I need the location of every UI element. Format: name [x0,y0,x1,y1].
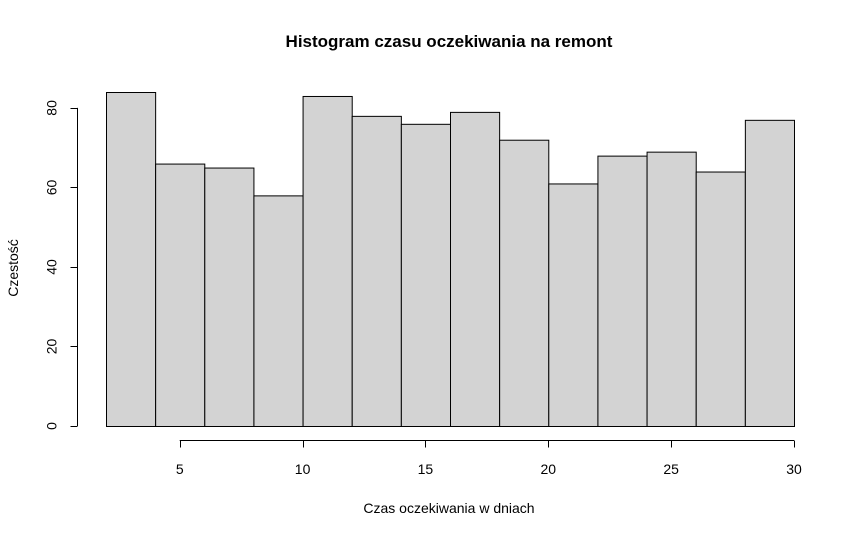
histogram-bar [499,139,550,427]
histogram-bar [695,171,746,427]
histogram-bar [351,115,402,427]
y-axis-title: Czestość [5,239,21,297]
y-tick-label: 80 [44,100,60,116]
y-tick-label: 40 [44,259,60,275]
histogram-bar [597,155,648,427]
histogram-bar [646,151,697,427]
histogram-bar [253,195,304,427]
x-tick-label: 15 [418,461,434,477]
histogram-bar [744,119,795,427]
histogram-bar [400,123,452,428]
x-tick-label: 25 [663,461,679,477]
x-axis-title: Czas oczekiwania w dniach [363,500,534,516]
y-tick-label: 20 [44,338,60,354]
histogram-bar [106,92,157,427]
x-tick-label: 20 [540,461,556,477]
x-axis: 5 10 15 20 25 30 [176,440,802,477]
y-axis: 0 20 40 60 80 [44,100,78,430]
histogram-bar [204,167,255,428]
histogram-bar [302,95,353,427]
y-tick-label: 0 [44,422,60,430]
chart-title: Histogram czasu oczekiwania na remont [286,32,613,51]
histogram-bar [155,163,206,427]
x-tick-label: 30 [786,461,802,477]
x-tick-label: 5 [176,461,184,477]
y-tick-label: 60 [44,179,60,195]
x-tick-label: 10 [295,461,311,477]
histogram-bar [548,183,599,427]
histogram-bar [450,111,501,427]
histogram-bars [106,92,795,428]
